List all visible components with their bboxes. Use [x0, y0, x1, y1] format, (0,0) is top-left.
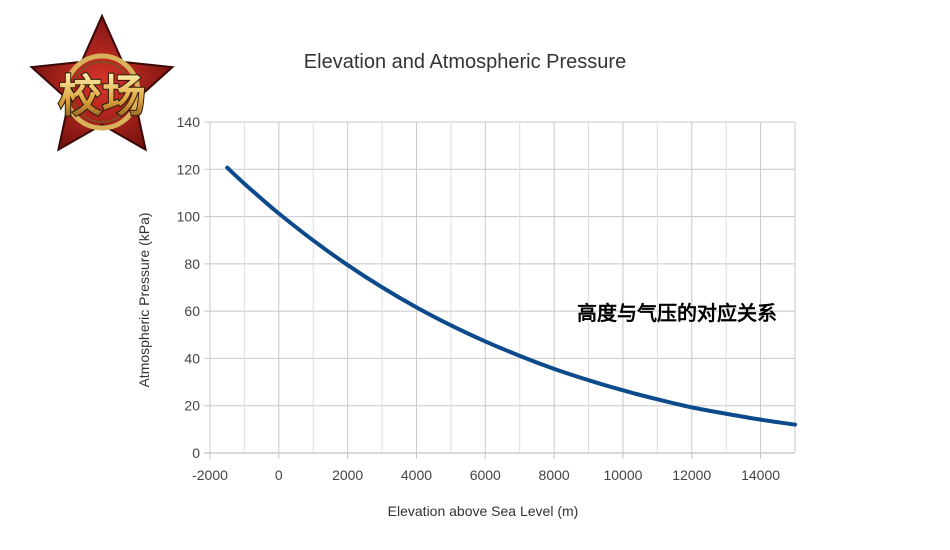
y-tick-label: 140	[177, 114, 201, 130]
star-shape	[29, 13, 175, 152]
x-axis-label: Elevation above Sea Level (m)	[388, 503, 579, 519]
y-tick-label: 40	[184, 350, 200, 366]
data-point	[691, 407, 692, 408]
series-group	[225, 165, 797, 427]
x-tick-label: 10000	[603, 467, 642, 483]
data-point	[450, 325, 451, 326]
logo-text: 校场	[58, 72, 146, 121]
data-point	[519, 355, 520, 356]
data-point	[657, 399, 658, 400]
y-tick-label: 120	[177, 161, 201, 177]
y-axis: 0 20 40 60 80 100 120 140	[177, 114, 201, 461]
data-point	[244, 183, 245, 184]
data-point	[554, 368, 555, 369]
y-axis-label: Atmospheric Pressure (kPa)	[136, 212, 152, 387]
data-point	[622, 390, 623, 391]
data-point	[227, 167, 228, 168]
grid	[204, 121, 796, 459]
data-point	[760, 419, 761, 420]
data-point	[726, 413, 727, 414]
x-tick-label: 12000	[672, 467, 711, 483]
logo: 校场	[29, 13, 175, 152]
data-point	[313, 240, 314, 241]
y-tick-label: 100	[177, 209, 201, 225]
y-tick-label: 0	[192, 445, 200, 461]
data-point	[261, 198, 262, 199]
x-tick-label: 0	[275, 467, 283, 483]
data-point	[416, 307, 417, 308]
x-tick-label: 4000	[401, 467, 432, 483]
x-tick-label: 8000	[539, 467, 570, 483]
x-axis: -2000 0 2000 4000 6000 8000 10000 12000 14000	[192, 467, 780, 483]
x-tick-label: 14000	[741, 467, 780, 483]
y-tick-label: 20	[184, 398, 200, 414]
x-tick-label: -2000	[192, 467, 228, 483]
data-point	[347, 265, 348, 266]
data-point	[382, 287, 383, 288]
logo-ring	[63, 53, 141, 131]
data-point	[795, 424, 796, 425]
data-point	[588, 380, 589, 381]
x-tick-label: 6000	[470, 467, 501, 483]
y-tick-label: 80	[184, 256, 200, 272]
pressure-series-line	[225, 165, 797, 427]
chart-title: Elevation and Atmospheric Pressure	[304, 51, 626, 73]
y-tick-label: 60	[184, 303, 200, 319]
data-point	[485, 341, 486, 342]
x-tick-label: 2000	[332, 467, 363, 483]
data-point	[278, 213, 279, 214]
annotation-text: 高度与气压的对应关系	[577, 301, 777, 325]
